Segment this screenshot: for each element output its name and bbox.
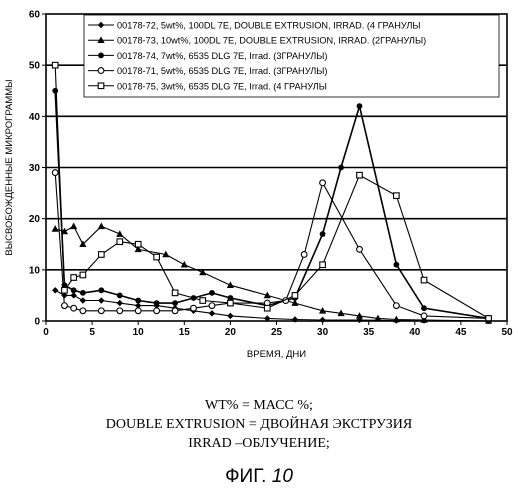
caption-line-3: IRRAD –ОБЛУЧЕНИЕ;: [0, 435, 518, 452]
series-5-point-14: [320, 262, 326, 268]
y-tick-label-50: 50: [29, 61, 41, 72]
x-tick-label-30: 30: [317, 327, 329, 338]
series-3-point-18: [393, 262, 399, 268]
series-4-point-5: [98, 308, 104, 314]
series-4-point-17: [357, 246, 363, 252]
legend-marker-3: [98, 53, 104, 59]
y-tick-label-40: 40: [29, 112, 41, 123]
series-4-point-19: [421, 313, 427, 319]
series-5-point-6: [117, 239, 123, 245]
series-4-point-9: [172, 308, 178, 314]
series-3-point-16: [338, 165, 344, 171]
series-2-point-11: [227, 281, 234, 288]
x-tick-label-50: 50: [501, 327, 513, 338]
series-5-point-9: [172, 290, 178, 296]
x-tick-label-35: 35: [363, 327, 375, 338]
chart-series-layer: [52, 62, 493, 324]
line-chart: 0 10 20 30 40 50 60 0 5 10 15 20 25 30 35 40 45 50 ВРЕМЯ,…: [0, 0, 518, 380]
series-5-point-2: [62, 288, 68, 294]
series-4: [52, 170, 491, 322]
x-tick-label-25: 25: [271, 327, 283, 338]
x-tick-label-0: 0: [43, 327, 49, 338]
series-3: [52, 88, 491, 321]
x-tick-label-10: 10: [133, 327, 145, 338]
y-tick-label-0: 0: [34, 317, 40, 328]
figure-number: 10: [272, 466, 293, 487]
y-tick-label-20: 20: [29, 214, 41, 225]
series-5-point-5: [99, 252, 105, 258]
series-4-point-18: [393, 303, 399, 309]
series-5-point-17: [421, 277, 427, 283]
legend-entry-2: 00178-73, 10wt%, 100DL 7E, DOUBLE EXTRUS…: [117, 36, 426, 46]
x-tick-label-45: 45: [455, 327, 467, 338]
series-3-point-7: [135, 298, 141, 304]
figure-prefix: ФИГ.: [225, 466, 272, 487]
series-1-point-1: [52, 287, 58, 293]
y-axis-label: ВЫСВОБОЖДЕННЫЕ МИКРОГРАММЫ: [4, 79, 15, 255]
legend-entry-4: 00178-71, 5wt%, 6535 DLG 7E, Irrad. (3ГР…: [117, 66, 327, 76]
series-1-point-4: [80, 297, 86, 303]
series-3-point-4: [80, 290, 86, 296]
series-4-point-8: [154, 308, 160, 314]
series-5-point-7: [135, 241, 141, 247]
series-4-point-7: [135, 308, 141, 314]
series-4-point-2: [62, 303, 68, 309]
series-3-point-9: [172, 300, 178, 306]
figure-label: ФИГ. 10: [0, 466, 518, 488]
x-tick-label-15: 15: [179, 327, 191, 338]
legend-marker-4: [98, 68, 104, 74]
x-tick-label-40: 40: [409, 327, 421, 338]
series-3-point-19: [421, 305, 427, 311]
series-3-point-8: [154, 300, 160, 306]
x-tick-label-20: 20: [225, 327, 237, 338]
series-3-point-5: [98, 287, 104, 293]
series-3-point-11: [209, 290, 215, 296]
caption-line-2: DOUBLE EXTRUSION = ДВОЙНАЯ ЭКСТРУЗИЯ: [0, 416, 518, 433]
series-5-point-15: [357, 172, 363, 178]
series-1-point-11: [209, 310, 215, 316]
series-2-point-9: [181, 261, 188, 268]
series-1-point-5: [98, 297, 104, 303]
y-tick-label-30: 30: [29, 163, 41, 174]
series-2-point-3: [70, 223, 77, 230]
series-3-line: [55, 91, 488, 319]
legend-entry-1: 00178-72, 5wt%, 100DL 7E, DOUBLE EXTRUSI…: [117, 21, 421, 31]
series-5-point-16: [394, 193, 400, 199]
series-5: [52, 62, 491, 321]
series-4-point-11: [209, 303, 215, 309]
series-2-point-5: [98, 223, 105, 230]
chart-legend: 00178-72, 5wt%, 100DL 7E, DOUBLE EXTRUSI…: [84, 15, 499, 97]
series-4-point-3: [71, 305, 77, 311]
series-4-point-1: [52, 170, 58, 176]
x-tick-label-5: 5: [89, 327, 95, 338]
series-4-point-16: [320, 180, 326, 186]
series-1-point-12: [227, 313, 233, 319]
series-3-point-1: [52, 88, 58, 94]
caption-line-1: WT% = МАСС %;: [0, 397, 518, 414]
series-1-point-6: [117, 300, 123, 306]
legend-entry-5: 00178-75, 3wt%, 6535 DLG 7E, Irrad. (4 Г…: [117, 81, 327, 91]
series-5-point-1: [52, 62, 58, 68]
series-4-point-10: [191, 305, 197, 311]
series-3-point-6: [117, 293, 123, 299]
series-5-point-3: [71, 275, 77, 281]
series-5-point-4: [80, 272, 86, 278]
series-2-point-1: [52, 225, 59, 232]
legend-marker-5: [98, 83, 104, 89]
series-4-point-15: [301, 252, 307, 258]
y-tick-label-10: 10: [29, 265, 41, 276]
x-axis-label: ВРЕМЯ, ДНИ: [247, 349, 306, 360]
series-5-point-8: [154, 254, 160, 260]
y-tick-label-60: 60: [29, 10, 41, 21]
series-4-point-6: [117, 308, 123, 314]
series-5-point-11: [228, 300, 234, 306]
series-3-point-3: [71, 287, 77, 293]
legend-entry-3: 00178-74, 7wt%, 6535 DLG 7E, Irrad. (3ГР…: [117, 51, 327, 61]
series-5-point-10: [200, 298, 206, 304]
series-3-point-17: [357, 103, 363, 109]
series-5-point-13: [292, 293, 298, 299]
series-3-point-15: [320, 231, 326, 237]
series-5-point-12: [264, 305, 270, 311]
series-4-point-4: [80, 308, 86, 314]
